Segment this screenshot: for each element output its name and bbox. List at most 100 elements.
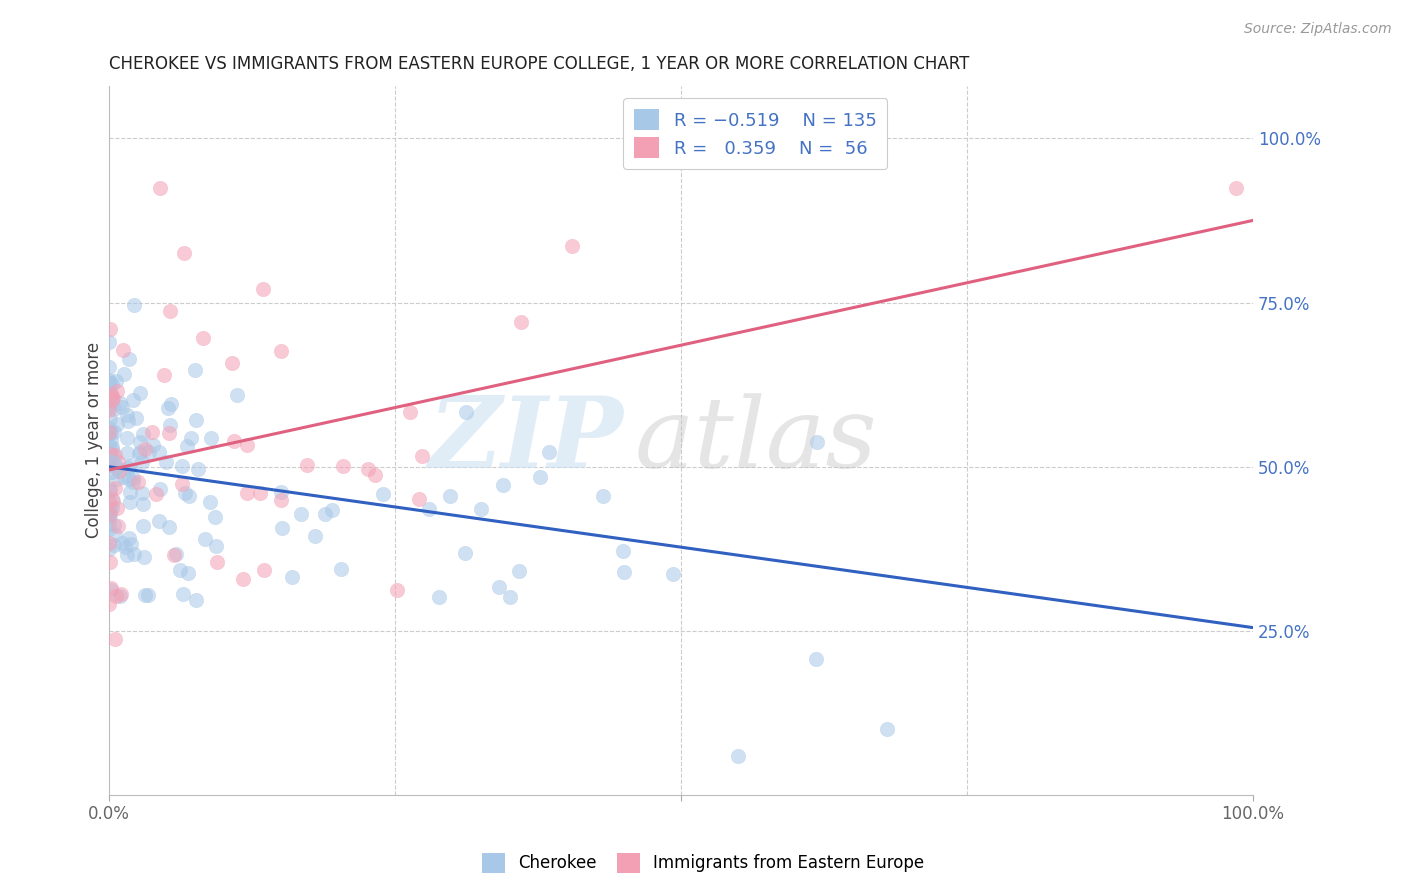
Point [157,426,180,441]
Point [160,397,183,411]
Point [236,437,259,451]
Point [373,486,395,500]
Point [186,413,208,427]
Point [205,539,228,553]
Point [491,478,513,492]
Point [104,589,127,603]
Point [131,485,153,500]
Point [236,486,259,500]
Point [97,398,120,412]
Point [205,555,228,569]
Point [101,377,124,392]
Point [172,587,194,601]
Point [157,519,180,533]
Point [295,458,318,473]
Point [103,425,125,439]
Point [98,522,121,536]
Point [98,555,121,569]
Point [117,413,139,427]
Point [155,455,177,469]
Point [177,489,200,503]
Point [101,501,124,516]
Point [111,401,134,415]
Point [97,401,120,415]
Point [101,392,124,407]
Point [100,581,122,595]
Point [117,472,139,486]
Point [97,516,120,530]
Point [97,425,120,439]
Point [136,589,159,603]
Point [132,549,155,564]
Point [253,564,276,578]
Point [561,239,583,253]
Point [225,388,247,402]
Point [114,540,136,554]
Point [153,368,176,383]
Point [134,442,156,457]
Point [118,495,141,509]
Point [128,447,150,461]
Point [128,434,150,449]
Text: ZIP: ZIP [429,392,624,489]
Point [314,507,336,521]
Point [98,375,121,389]
Point [98,385,121,400]
Point [149,180,172,194]
Point [142,438,165,452]
Point [120,458,142,473]
Text: CHEROKEE VS IMMIGRANTS FROM EASTERN EUROPE COLLEGE, 1 YEAR OR MORE CORRELATION C: CHEROKEE VS IMMIGRANTS FROM EASTERN EURO… [108,55,969,73]
Point [145,487,167,501]
Point [129,386,152,401]
Point [101,491,124,506]
Point [97,458,120,472]
Point [117,445,139,459]
Point [105,500,128,515]
Point [101,391,124,405]
Point [127,475,149,489]
Point [132,519,155,533]
Point [173,486,195,500]
Point [280,570,302,584]
Point [418,502,440,516]
Legend: Cherokee, Immigrants from Eastern Europe: Cherokee, Immigrants from Eastern Europe [475,847,931,880]
Point [115,409,138,423]
Point [112,367,135,381]
Point [118,352,141,367]
Point [120,484,142,499]
Point [612,544,634,558]
Point [159,303,181,318]
Point [329,562,352,576]
Point [103,538,125,552]
Point [122,475,145,489]
Point [117,431,139,445]
Point [98,482,121,496]
Point [163,548,186,562]
Point [200,431,222,445]
Point [357,462,380,476]
Point [100,425,122,439]
Point [180,431,202,445]
Point [138,445,160,459]
Point [252,282,274,296]
Point [98,412,121,426]
Point [134,588,156,602]
Point [249,485,271,500]
Point [222,434,245,449]
Text: atlas: atlas [636,392,877,488]
Point [387,582,409,597]
Point [104,448,127,462]
Point [117,461,139,475]
Point [439,489,461,503]
Point [122,548,145,562]
Point [592,489,614,503]
Point [613,565,636,579]
Point [104,632,127,646]
Point [98,322,121,336]
Point [232,572,254,586]
Point [132,427,155,442]
Point [98,508,121,522]
Text: Source: ZipAtlas.com: Source: ZipAtlas.com [1244,22,1392,37]
Point [97,535,120,549]
Point [187,462,209,476]
